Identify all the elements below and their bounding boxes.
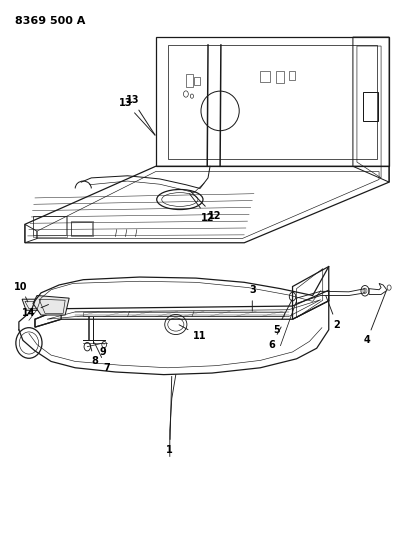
Text: 14: 14 xyxy=(22,304,49,318)
Text: 12: 12 xyxy=(190,194,215,223)
Text: 8369 500 A: 8369 500 A xyxy=(15,16,85,26)
Text: 2: 2 xyxy=(326,295,340,329)
Text: 10: 10 xyxy=(14,281,28,302)
Bar xyxy=(186,74,193,87)
Text: 7: 7 xyxy=(95,343,110,373)
Polygon shape xyxy=(22,299,46,310)
Text: 13: 13 xyxy=(126,95,155,135)
Bar xyxy=(194,77,200,85)
Text: 1: 1 xyxy=(166,376,173,455)
Text: 6: 6 xyxy=(268,327,281,350)
Text: 12: 12 xyxy=(190,190,222,221)
Text: 13: 13 xyxy=(119,98,155,135)
Text: 4: 4 xyxy=(364,291,386,345)
Text: 3: 3 xyxy=(249,285,256,311)
Text: 11: 11 xyxy=(179,325,207,341)
Polygon shape xyxy=(33,295,69,315)
Text: 5: 5 xyxy=(273,299,293,335)
Bar xyxy=(277,71,284,83)
Text: 8: 8 xyxy=(90,344,98,367)
Bar xyxy=(288,71,295,80)
Text: 9: 9 xyxy=(99,343,106,357)
Bar xyxy=(260,71,271,82)
